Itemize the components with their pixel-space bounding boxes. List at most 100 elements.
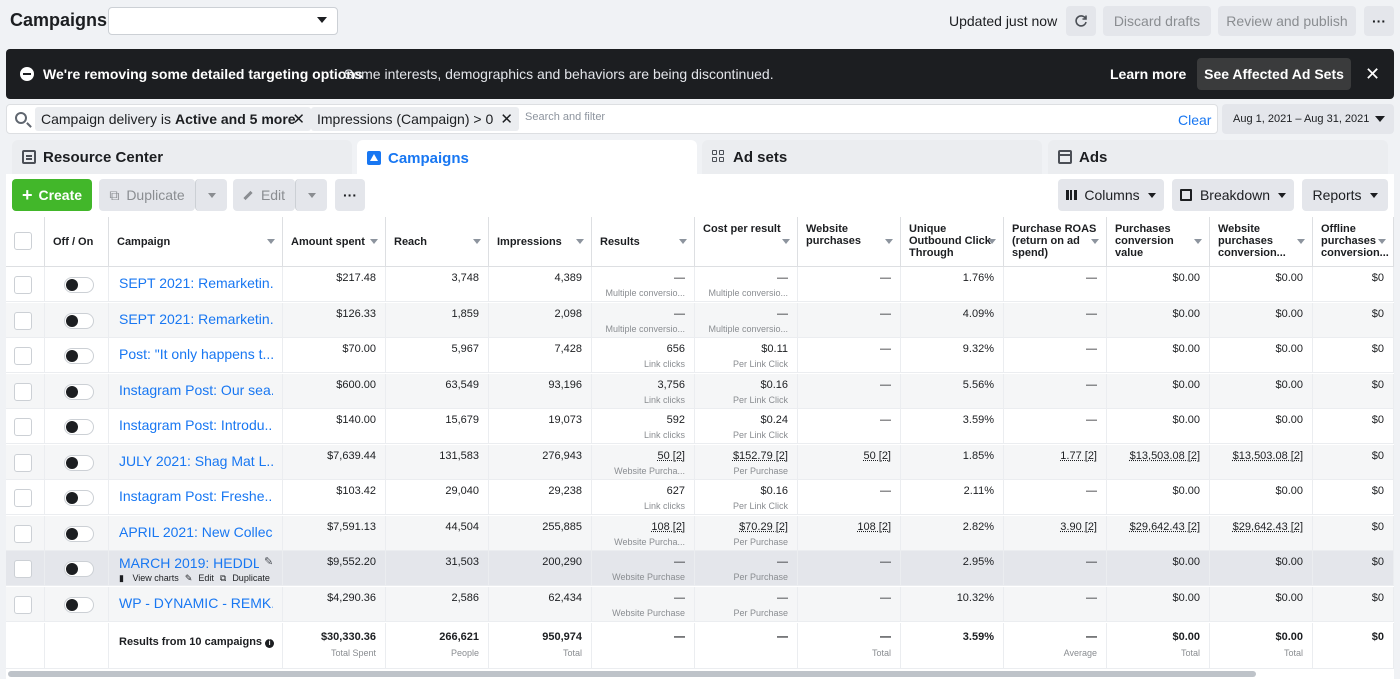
sort-icon[interactable] [1091,239,1099,244]
remove-filter-icon[interactable]: ✕ [500,111,513,128]
more-actions-button[interactable]: ··· [335,179,365,211]
duplicate-button[interactable]: ⧉ Duplicate [99,179,195,211]
campaign-name-link[interactable]: Instagram Post: Introdu... [119,417,273,433]
sort-icon[interactable] [1194,239,1202,244]
column-header[interactable]: Unique Outbound Click Through [901,217,1004,267]
sort-icon[interactable] [576,239,584,244]
table-row[interactable]: Instagram Post: Our sea... $600.00 63,549 9… [6,373,1394,409]
remove-filter-icon[interactable]: ✕ [292,111,305,128]
cell-value[interactable]: $152.79 [2] [732,449,788,462]
close-icon[interactable]: ✕ [1365,64,1381,84]
campaign-name-link[interactable]: SEPT 2021: Remarketin... [119,275,273,291]
table-row[interactable]: JULY 2021: Shag Mat L... $7,639.44 131,583… [6,444,1394,480]
cell-value[interactable]: 50 [2] [863,449,891,462]
tab-campaigns[interactable]: Campaigns [357,140,697,176]
column-header[interactable]: Reach [386,217,489,267]
row-checkbox[interactable] [14,595,32,614]
row-checkbox[interactable] [14,524,32,543]
edit-button[interactable]: Edit [233,179,295,211]
clear-filters-link[interactable]: Clear [1178,112,1212,128]
search-filter-input[interactable]: Search and filter [525,111,606,123]
duplicate-link[interactable]: ⧉ Duplicate [220,573,270,583]
campaign-toggle[interactable] [64,312,94,329]
cell-value[interactable]: 108 [2] [857,520,891,533]
info-icon[interactable]: i [265,639,275,648]
campaign-name-link[interactable]: APRIL 2021: New Collec... [119,523,273,540]
cell-value[interactable]: $13,503.08 [2] [1129,449,1200,462]
campaign-name-link[interactable]: WP - DYNAMIC - REMK... [119,594,273,611]
campaign-name-link[interactable]: MARCH 2019: HEDDL... [119,555,259,571]
table-row[interactable]: WP - DYNAMIC - REMK... $4,290.36 2,586 62,4… [6,586,1394,622]
column-header[interactable]: Results [592,217,695,267]
cell-value[interactable]: 50 [2] [657,449,685,462]
row-checkbox[interactable] [14,347,32,365]
table-row[interactable]: Post: "It only happens t... $70.00 5,967 7,… [6,338,1394,373]
sort-icon[interactable] [679,239,687,244]
sort-icon[interactable] [988,239,996,244]
learn-more-link[interactable]: Learn more [1110,66,1187,82]
filter-chip-delivery[interactable]: Campaign delivery is Active and 5 more ✕ [35,107,311,131]
select-all-checkbox[interactable] [14,232,32,250]
more-options-button[interactable]: ··· [1364,6,1394,36]
campaign-toggle[interactable] [64,525,94,542]
campaign-name-link[interactable]: Instagram Post: Our sea... [119,381,273,398]
sort-icon[interactable] [267,239,275,244]
date-range-picker[interactable]: Aug 1, 2021 – Aug 31, 2021 [1222,104,1394,134]
campaign-toggle[interactable] [64,348,94,364]
campaign-toggle[interactable] [64,454,94,471]
campaign-name-link[interactable]: SEPT 2021: Remarketin... [119,310,273,327]
column-header[interactable]: Campaign [109,217,283,267]
campaign-toggle[interactable] [64,561,94,577]
see-affected-ad-sets-button[interactable]: See Affected Ad Sets [1197,58,1351,90]
campaign-toggle[interactable] [64,490,94,506]
sort-icon[interactable] [885,239,893,244]
refresh-button[interactable] [1066,6,1096,36]
column-header[interactable]: Amount spent [283,217,386,267]
tab-resource-center[interactable]: Resource Center [12,140,352,174]
tab-ad-sets[interactable]: Ad sets [702,140,1042,174]
table-row[interactable]: SEPT 2021: Remarketin... $126.33 1,859 2,09… [6,302,1394,338]
campaign-name-link[interactable]: JULY 2021: Shag Mat L... [119,452,273,469]
campaign-toggle[interactable] [64,596,94,613]
select-all-checkbox-cell[interactable] [6,217,45,267]
column-header[interactable]: Off / On [45,217,109,267]
column-header[interactable]: Cost per result [695,217,798,267]
sort-icon[interactable] [1297,239,1305,244]
table-row[interactable]: MARCH 2019: HEDDL... ✎ ▮ View charts ✎ Edit ⧉… [6,551,1394,586]
column-header[interactable]: Impressions [489,217,592,267]
table-row[interactable]: Instagram Post: Introdu... $140.00 15,679 1… [6,409,1394,444]
column-header[interactable]: Website purchases conversion... [1210,217,1313,267]
table-row[interactable]: Instagram Post: Freshe... $103.42 29,040 29… [6,480,1394,515]
campaign-name-link[interactable]: Post: "It only happens t... [119,346,273,362]
row-checkbox[interactable] [14,382,32,401]
columns-button[interactable]: Columns [1058,179,1164,211]
row-checkbox[interactable] [14,489,32,507]
cell-value[interactable]: 1.77 [2] [1060,449,1097,462]
reports-button[interactable]: Reports [1302,179,1388,211]
table-row[interactable]: SEPT 2021: Remarketin... $217.48 3,748 4,38… [6,267,1394,302]
row-checkbox[interactable] [14,311,32,330]
campaign-toggle[interactable] [64,419,94,435]
campaign-toggle[interactable] [64,383,94,400]
row-checkbox[interactable] [14,560,32,578]
campaign-toggle[interactable] [64,277,94,293]
create-button[interactable]: + Create [12,179,92,211]
column-header[interactable]: Purchases conversion value [1107,217,1210,267]
campaign-name-link[interactable]: Instagram Post: Freshe... [119,488,273,504]
tab-ads[interactable]: Ads [1048,140,1388,174]
view-charts-link[interactable]: ▮ View charts [119,573,179,583]
column-header[interactable]: Offline purchases conversion... [1313,217,1394,267]
cell-value[interactable]: 108 [2] [651,520,685,533]
edit-link[interactable]: ✎ Edit [185,573,214,583]
cell-value[interactable]: $29,642.43 [2] [1129,520,1200,533]
cell-value[interactable]: $13,503.08 [2] [1232,449,1303,462]
cell-value[interactable]: $70.29 [2] [739,520,788,533]
breakdown-button[interactable]: Breakdown [1172,179,1294,211]
pencil-icon[interactable]: ✎ [264,556,274,568]
cell-value[interactable]: 3.90 [2] [1060,520,1097,533]
table-row[interactable]: APRIL 2021: New Collec... $7,591.13 44,504… [6,515,1394,551]
review-publish-button[interactable]: Review and publish [1218,6,1356,36]
discard-drafts-button[interactable]: Discard drafts [1103,6,1211,36]
sort-icon[interactable] [473,239,481,244]
row-checkbox[interactable] [14,453,32,472]
